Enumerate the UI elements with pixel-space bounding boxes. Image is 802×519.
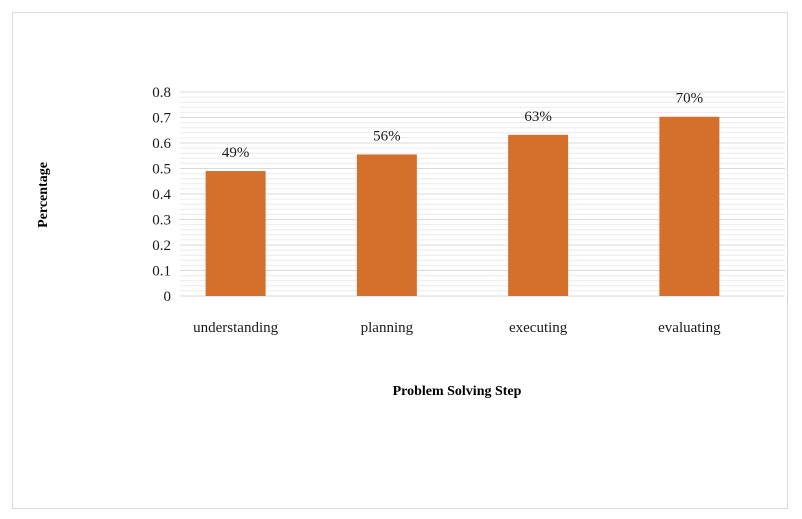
y-tick-label: 0 [164,289,172,305]
data-label-evaluating: 70% [676,91,704,107]
bar-understanding [205,171,266,296]
y-tick-label: 0.3 [152,213,171,229]
bar-evaluating [659,116,720,296]
y-tick-label: 0.7 [152,111,171,127]
data-label-understanding: 49% [222,145,250,161]
data-label-planning: 56% [373,128,401,144]
x-axis-title: Problem Solving Step [393,384,522,399]
bar-executing [508,134,569,296]
y-tick-label: 0.2 [152,238,171,254]
x-tick-label-understanding: understanding [193,320,278,336]
y-axis-title: Percentage [36,162,51,228]
x-tick-label-evaluating: evaluating [658,320,721,336]
bars [205,116,720,296]
bar-planning [356,154,417,296]
data-label-executing: 63% [524,109,552,125]
y-tick-label: 0.6 [152,136,171,152]
x-tick-label-planning: planning [361,320,414,336]
y-tick-label: 0.1 [152,264,171,280]
y-tick-label: 0.5 [152,162,171,178]
y-tick-label: 0.4 [152,187,171,203]
data-labels: 49% 56% 63% 70% [222,91,703,161]
y-tick-label: 0.8 [152,85,171,101]
y-axis-ticks: 0 0.1 0.2 0.3 0.4 0.5 0.6 0.7 0.8 [152,85,171,305]
x-tick-label-executing: executing [509,320,568,336]
x-axis-ticks: understanding planning executing evaluating [193,320,721,336]
